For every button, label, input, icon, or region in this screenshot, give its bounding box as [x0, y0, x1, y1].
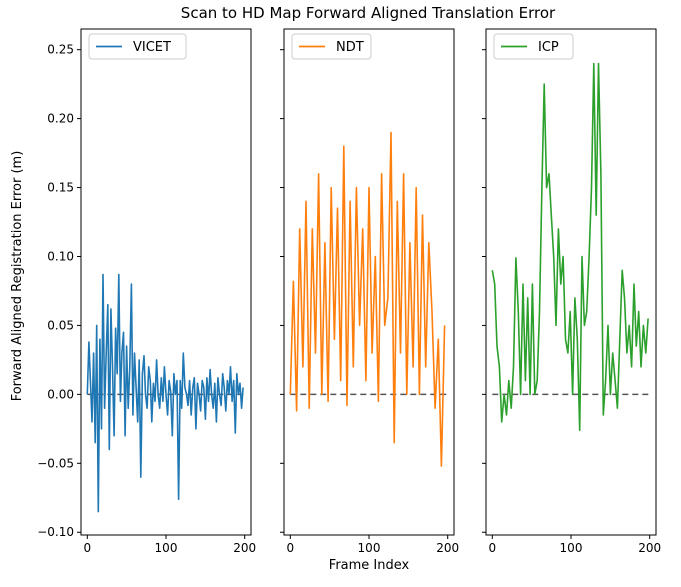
y-tick-label: −0.10	[37, 525, 74, 539]
plot-frame	[283, 28, 455, 536]
plot-frame	[80, 28, 252, 536]
subplot-icp: 0 100 200 ICP	[482, 28, 661, 555]
legend-box	[291, 33, 372, 60]
series-line-ndt	[289, 131, 446, 467]
series-line-icp	[491, 62, 649, 432]
x-axis-title: Frame Index	[329, 558, 410, 573]
subplot-panels: −0.10 −0.05 0.00 0.05 0.10 0.15 0.20 0.25 0 100 20…	[37, 28, 661, 555]
subplot-ndt: 0 100 200 NDT	[280, 28, 459, 555]
x-tick-label: 0	[83, 541, 91, 555]
y-tick-label: 0.20	[47, 112, 74, 126]
x-tick-label: 200	[436, 541, 459, 555]
y-tick-label: 0.00	[47, 387, 74, 401]
plot-frame	[485, 28, 657, 536]
legend: ICP	[493, 33, 574, 60]
y-tick-label: 0.05	[47, 318, 74, 332]
x-tick-label: 200	[638, 541, 661, 555]
subplot-vicet: −0.10 −0.05 0.00 0.05 0.10 0.15 0.20 0.25 0 100 20…	[37, 28, 256, 555]
y-tick-label: 0.15	[47, 181, 74, 195]
chart-title: Scan to HD Map Forward Aligned Translati…	[181, 4, 556, 22]
legend-label: ICP	[538, 40, 559, 55]
legend-box	[493, 33, 574, 60]
legend: NDT	[291, 33, 372, 60]
legend-label: NDT	[336, 40, 364, 55]
y-tick-label: 0.10	[47, 249, 74, 263]
x-tick-label: 0	[488, 541, 496, 555]
x-tick-label: 100	[155, 541, 178, 555]
y-tick-label: −0.05	[37, 456, 74, 470]
y-tick-label: 0.25	[47, 43, 74, 57]
legend: VICET	[88, 33, 187, 60]
series-line-vicet	[86, 273, 244, 513]
y-axis-title: Forward Aligned Registration Error (m)	[10, 151, 25, 402]
x-tick-label: 200	[233, 541, 256, 555]
legend-box	[88, 33, 187, 60]
x-tick-label: 0	[286, 541, 294, 555]
x-tick-label: 100	[560, 541, 583, 555]
legend-label: VICET	[133, 40, 171, 55]
x-tick-label: 100	[358, 541, 381, 555]
